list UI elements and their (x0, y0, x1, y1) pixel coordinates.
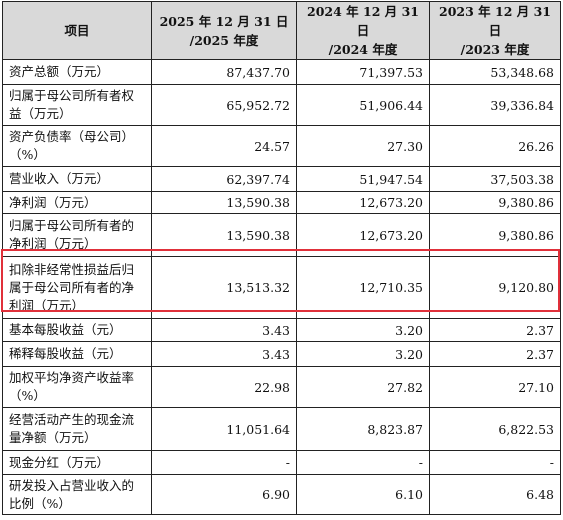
value-2025: 87,437.70 (151, 59, 297, 85)
value-2023: 39,336.84 (429, 84, 561, 126)
header-2024: 2024 年 12 月 31 日 /2024 年度 (296, 1, 430, 60)
value-2024: 71,397.53 (296, 59, 430, 85)
row-label: 加权平均净资产收益率（%） (2, 366, 152, 408)
value-2025: 6.90 (151, 474, 297, 515)
value-2024: 51,906.44 (296, 84, 430, 126)
value-2023: 27.10 (429, 366, 561, 408)
row-label: 营业收入（万元） (2, 166, 152, 192)
value-2025: 3.43 (151, 341, 297, 367)
header-row: 项目 2025 年 12 月 31 日 /2025 年度 2024 年 12 月… (2, 1, 561, 60)
row-label: 扣除非经常性损益后归属于母公司所有者的净利润（万元） (2, 256, 152, 319)
table-row: 稀释每股收益（元） 3.43 3.20 2.37 (2, 341, 561, 367)
header-2023: 2023 年 12 月 31 日 /2023 年度 (429, 1, 561, 60)
table-row: 加权平均净资产收益率（%） 22.98 27.82 27.10 (2, 366, 561, 408)
table-row: 研发投入占营业收入的比例（%） 6.90 6.10 6.48 (2, 474, 561, 515)
value-2023: 2.37 (429, 318, 561, 342)
value-2024: 27.82 (296, 366, 430, 408)
row-label: 资产总额（万元） (2, 59, 152, 85)
table-row: 归属于母公司所有者的净利润（万元） 13,590.38 12,673.20 9,… (2, 213, 561, 257)
row-label: 经营活动产生的现金流量净额（万元） (2, 407, 152, 451)
value-2023: 2.37 (429, 341, 561, 367)
value-2024: 3.20 (296, 318, 430, 342)
value-2023: 53,348.68 (429, 59, 561, 85)
value-2023: 9,120.80 (429, 256, 561, 319)
value-2024: 8,823.87 (296, 407, 430, 451)
row-label: 基本每股收益（元） (2, 318, 152, 342)
table-row: 资产负债率（母公司）（%） 24.57 27.30 26.26 (2, 125, 561, 167)
value-2025: - (151, 450, 297, 475)
row-label: 现金分红（万元） (2, 450, 152, 475)
value-2025: 13,590.38 (151, 213, 297, 257)
value-2024: 3.20 (296, 341, 430, 367)
value-2024: 6.10 (296, 474, 430, 515)
table-row: 现金分红（万元） - - - (2, 450, 561, 475)
value-2023: - (429, 450, 561, 475)
value-2024: 12,673.20 (296, 213, 430, 257)
table-row: 资产总额（万元） 87,437.70 71,397.53 53,348.68 (2, 59, 561, 85)
table-row: 基本每股收益（元） 3.43 3.20 2.37 (2, 318, 561, 342)
value-2023: 37,503.38 (429, 166, 561, 192)
value-2024: 27.30 (296, 125, 430, 167)
value-2024: - (296, 450, 430, 475)
row-label: 资产负债率（母公司）（%） (2, 125, 152, 167)
value-2023: 6,822.53 (429, 407, 561, 451)
header-2025: 2025 年 12 月 31 日 /2025 年度 (151, 1, 297, 60)
value-2023: 9,380.86 (429, 191, 561, 214)
value-2024: 12,673.20 (296, 191, 430, 214)
table-row: 归属于母公司所有者权益（万元） 65,952.72 51,906.44 39,3… (2, 84, 561, 126)
value-2023: 9,380.86 (429, 213, 561, 257)
row-label: 归属于母公司所有者的净利润（万元） (2, 213, 152, 257)
table-row-highlighted: 扣除非经常性损益后归属于母公司所有者的净利润（万元） 13,513.32 12,… (2, 256, 561, 319)
row-label: 稀释每股收益（元） (2, 341, 152, 367)
value-2025: 62,397.74 (151, 166, 297, 192)
table-row: 营业收入（万元） 62,397.74 51,947.54 37,503.38 (2, 166, 561, 192)
value-2025: 11,051.64 (151, 407, 297, 451)
table-row: 经营活动产生的现金流量净额（万元） 11,051.64 8,823.87 6,8… (2, 407, 561, 451)
table-row: 净利润（万元） 13,590.38 12,673.20 9,380.86 (2, 191, 561, 214)
row-label: 净利润（万元） (2, 191, 152, 214)
value-2025: 65,952.72 (151, 84, 297, 126)
value-2023: 6.48 (429, 474, 561, 515)
value-2024: 51,947.54 (296, 166, 430, 192)
value-2025: 22.98 (151, 366, 297, 408)
value-2024: 12,710.35 (296, 256, 430, 319)
value-2025: 3.43 (151, 318, 297, 342)
value-2025: 24.57 (151, 125, 297, 167)
value-2025: 13,513.32 (151, 256, 297, 319)
header-item: 项目 (2, 1, 152, 60)
value-2023: 26.26 (429, 125, 561, 167)
row-label: 研发投入占营业收入的比例（%） (2, 474, 152, 515)
value-2025: 13,590.38 (151, 191, 297, 214)
row-label: 归属于母公司所有者权益（万元） (2, 84, 152, 126)
